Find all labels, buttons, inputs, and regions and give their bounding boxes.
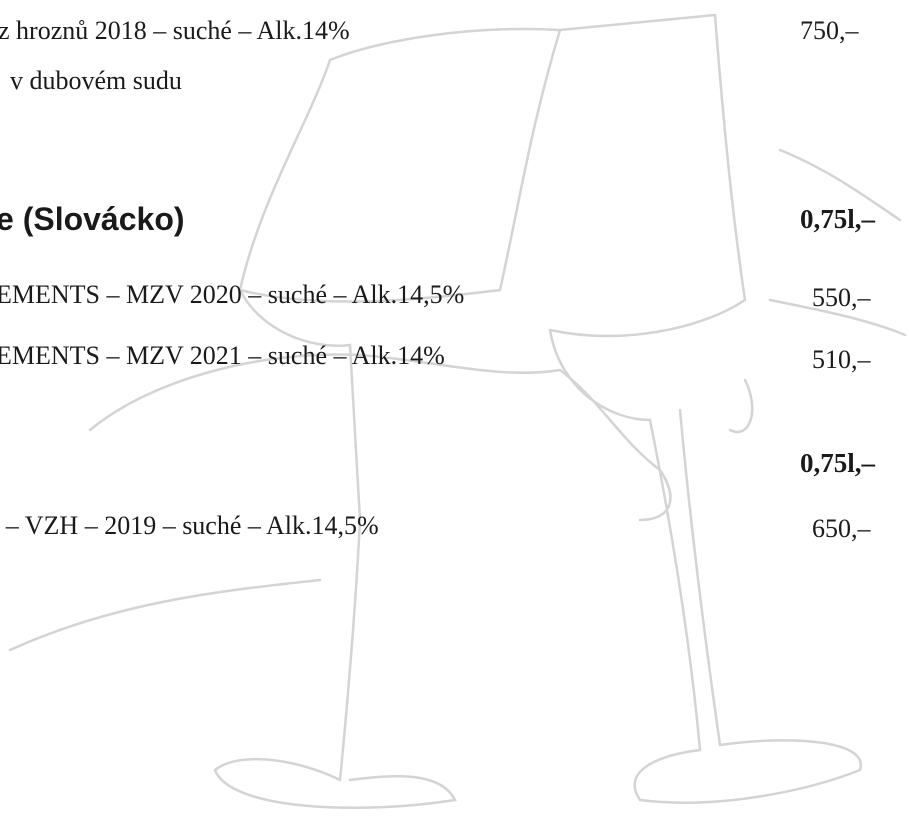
item-price: 510,– [812,347,871,373]
item-price: 550,– [812,285,871,311]
section-unit: 0,75l,– [800,450,875,477]
item-price: 650,– [812,516,871,542]
wine-glasses-illustration [0,0,909,821]
item-name: l – VZH – 2019 – suché – Alk.14,5% [0,513,379,539]
section-unit: 0,75l,– [800,206,875,233]
item-price: 750,– [800,18,859,44]
item-name: EMENTS – MZV 2021 – suché – Alk.14% [0,343,445,369]
page: {"sections": [ {"items": [ {"name": "z h… [0,0,909,821]
item-name: z hroznů 2018 – suché – Alk.14% [0,18,350,44]
section-heading: e (Slovácko) [0,203,185,235]
item-name: EMENTS – MZV 2020 – suché – Alk.14,5% [0,282,464,308]
item-note: v dubovém sudu [10,68,182,94]
